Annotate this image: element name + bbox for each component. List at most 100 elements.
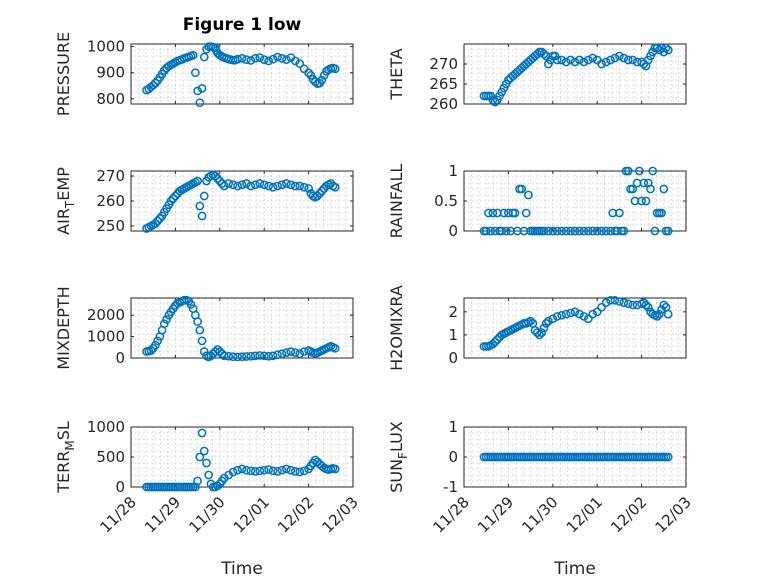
data-point xyxy=(641,300,651,310)
data-point xyxy=(330,344,340,353)
data-point xyxy=(499,208,509,218)
data-point xyxy=(597,302,606,312)
data-point xyxy=(148,80,158,90)
y-tick-label: 2 xyxy=(448,303,458,321)
data-point xyxy=(237,180,247,190)
data-point xyxy=(486,226,495,236)
y-tick-label: 0 xyxy=(115,349,125,367)
data-point xyxy=(228,180,238,190)
data-point xyxy=(615,208,624,218)
axes-mixdepth: 0 1000 2000 MIXDEPTH xyxy=(54,286,354,370)
data-point xyxy=(663,45,673,55)
data-point xyxy=(492,335,502,344)
axes-frame xyxy=(130,297,354,359)
data-point xyxy=(250,351,260,361)
data-point xyxy=(215,50,225,60)
data-point xyxy=(588,53,598,63)
data-point xyxy=(315,189,325,198)
y-tick-label: 1 xyxy=(448,418,458,436)
data-point xyxy=(299,466,309,476)
data-point xyxy=(213,174,222,183)
data-point xyxy=(484,208,493,218)
y-tick-label: 270 xyxy=(96,167,125,185)
data-point xyxy=(193,317,202,326)
data-point xyxy=(317,75,327,85)
y-axis-label: TERRMSL xyxy=(54,421,77,494)
data-point xyxy=(255,466,265,476)
data-point xyxy=(299,182,309,192)
y-axis-label: MIXDEPTH xyxy=(54,286,73,369)
data-point xyxy=(213,345,222,354)
data-point xyxy=(583,314,593,324)
axes-rainfall: 0 0.5 1 RAINFALL xyxy=(387,162,687,240)
data-point xyxy=(264,181,273,191)
data-point xyxy=(286,180,296,190)
data-point xyxy=(237,464,247,474)
data-point xyxy=(552,55,562,65)
data-point xyxy=(592,226,602,236)
y-tick-label: 270 xyxy=(429,55,458,73)
data-point xyxy=(552,226,562,236)
x-tick-label: 11/29 xyxy=(141,493,184,536)
data-point xyxy=(277,180,287,190)
y-tick-label: 900 xyxy=(96,64,125,82)
axes-theta: 260 265 270 THETA xyxy=(387,43,687,113)
data-point xyxy=(197,83,207,93)
data-point xyxy=(655,309,664,319)
data-point xyxy=(213,481,222,491)
data-point xyxy=(219,181,229,191)
y-tick-label: 2000 xyxy=(87,306,125,324)
data-point xyxy=(268,182,278,192)
data-point xyxy=(195,201,205,211)
data-point xyxy=(570,226,580,236)
y-tick-label: 1000 xyxy=(87,38,125,56)
y-tick-label: -1 xyxy=(443,478,458,496)
data-point xyxy=(195,98,205,108)
x-tick-label: 11/29 xyxy=(474,493,517,536)
data-point xyxy=(295,181,305,191)
data-point xyxy=(579,226,589,236)
axes-frame xyxy=(130,43,354,105)
data-point xyxy=(615,51,624,61)
y-tick-label: 800 xyxy=(96,90,125,108)
data-point xyxy=(561,226,571,236)
x-tick-label: 12/02 xyxy=(274,493,317,536)
data-point xyxy=(490,337,500,347)
data-point xyxy=(575,309,584,319)
x-tick-label: 11/28 xyxy=(430,493,473,536)
data-point xyxy=(659,184,669,194)
data-point xyxy=(544,316,553,326)
data-point xyxy=(282,464,291,474)
data-point xyxy=(628,55,638,65)
data-point xyxy=(286,465,296,475)
data-point xyxy=(659,300,669,310)
axes-terr-msl: 0 500 1000 11/28 11/29 11/30 12/01 12/02 12/03 TE… xyxy=(54,418,362,536)
data-point xyxy=(250,53,260,63)
data-point xyxy=(619,298,629,307)
data-point xyxy=(635,166,644,176)
data-point xyxy=(663,452,673,462)
data-point xyxy=(532,328,542,337)
data-point xyxy=(290,348,300,357)
data-point xyxy=(652,312,662,321)
y-tick-label: 1000 xyxy=(87,418,125,436)
y-tick-label: 260 xyxy=(96,192,125,210)
data-point xyxy=(246,56,256,65)
data-point xyxy=(561,309,571,319)
data-point xyxy=(242,352,251,361)
data-point xyxy=(583,226,593,236)
y-tick-label: 1000 xyxy=(87,328,125,346)
data-point xyxy=(237,352,247,362)
data-point xyxy=(601,226,611,236)
data-point xyxy=(153,216,162,226)
data-point xyxy=(544,226,553,236)
data-point xyxy=(246,466,256,476)
data-point xyxy=(255,179,265,188)
data-point xyxy=(242,465,251,475)
data-point xyxy=(168,194,178,203)
data-point xyxy=(657,208,666,218)
data-point xyxy=(313,191,322,201)
y-axis-label: AIRTEMP xyxy=(54,167,77,235)
y-tick-label: 500 xyxy=(96,448,125,466)
data-point xyxy=(588,226,598,236)
